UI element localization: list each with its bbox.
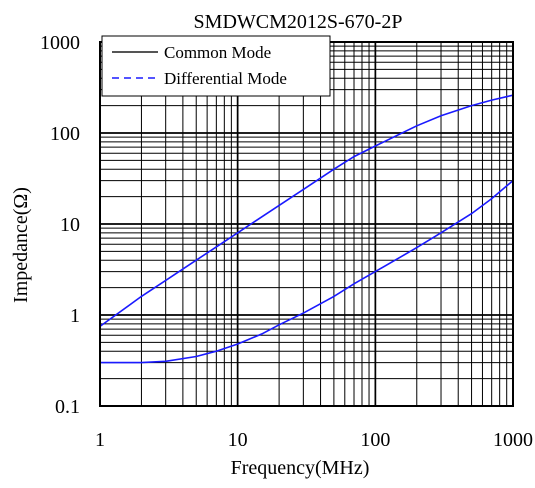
series-line-common-mode	[99, 94, 514, 328]
series-lines	[99, 94, 514, 364]
x-tick-label: 1	[95, 429, 105, 451]
legend-box	[101, 35, 331, 97]
y-axis-title: Impedance(Ω)	[10, 187, 32, 303]
grid	[99, 41, 514, 407]
legend-label-differential-mode: Differential Mode	[164, 69, 287, 88]
y-tick-label: 0.1	[55, 396, 80, 418]
series-line-differential-mode	[100, 179, 514, 364]
chart-title: SMDWCM2012S-670-2P	[194, 11, 403, 33]
y-tick-label: 1	[70, 305, 80, 327]
x-axis-title: Frequency(MHz)	[231, 457, 370, 479]
legend: Common Mode Differential Mode	[101, 35, 331, 97]
y-tick-label: 10	[60, 214, 80, 236]
x-tick-label: 1000	[493, 429, 533, 451]
x-tick-label: 10	[228, 429, 248, 451]
legend-label-common-mode: Common Mode	[164, 43, 271, 62]
y-tick-label: 100	[50, 123, 80, 145]
tick-labels: 1 10 100 1000 0.1 1 10 100 1000	[40, 32, 533, 451]
x-tick-label: 100	[360, 429, 390, 451]
y-tick-label: 1000	[40, 32, 80, 54]
